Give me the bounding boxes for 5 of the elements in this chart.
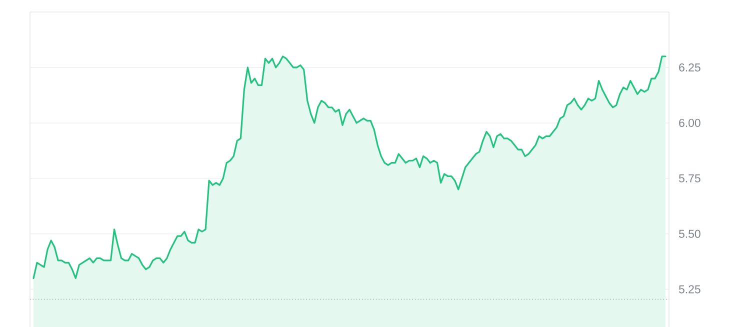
- y-tick-label: 6.00: [679, 118, 700, 127]
- y-tick-label: 6.25: [679, 63, 700, 72]
- y-tick-label: 5.25: [678, 285, 700, 294]
- y-tick-label: 5.50: [678, 230, 700, 238]
- y-tick-label: 5.75: [678, 174, 700, 182]
